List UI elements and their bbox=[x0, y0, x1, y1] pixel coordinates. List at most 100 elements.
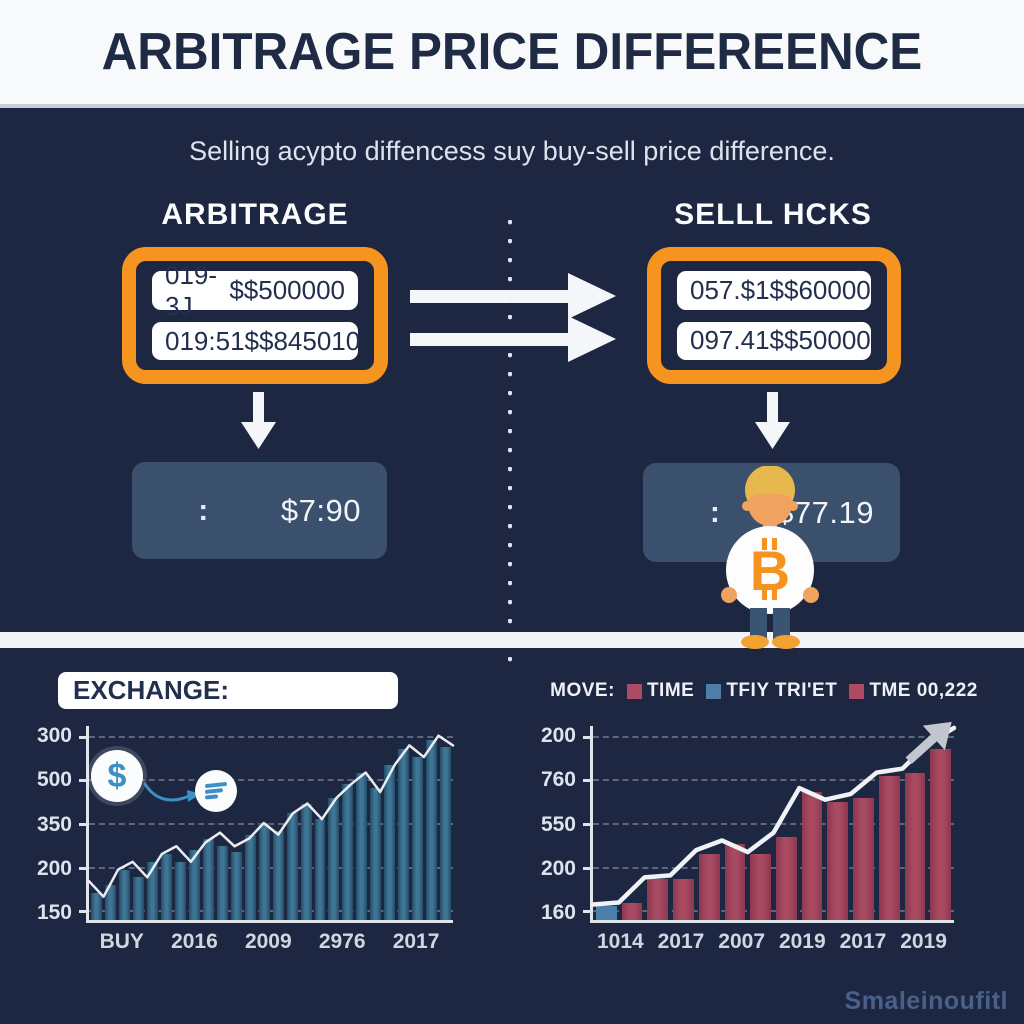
bar bbox=[188, 850, 200, 920]
bar bbox=[272, 830, 284, 920]
y-axis-labels: 300 500 350 200 150 bbox=[34, 723, 80, 925]
price-row: 019:51 $$845010 bbox=[152, 322, 361, 360]
subtitle: Selling acypto diffencess suy buy-sell p… bbox=[189, 136, 835, 166]
y-tick-label: 760 bbox=[540, 768, 576, 792]
bar bbox=[621, 902, 643, 920]
right-arrow-icon bbox=[410, 273, 616, 319]
plot-area bbox=[583, 721, 954, 923]
down-arrow-icon bbox=[755, 392, 790, 449]
bar bbox=[370, 788, 382, 920]
x-tick-label: 2017 bbox=[657, 930, 705, 953]
page-title: ARBITRAGE PRICE DIFFEREENCE bbox=[101, 23, 923, 81]
bar bbox=[384, 764, 396, 920]
right-column-heading: SELLL HCKS bbox=[674, 198, 872, 231]
bar bbox=[300, 803, 312, 920]
bar bbox=[216, 846, 228, 920]
result-colon: : bbox=[709, 495, 720, 529]
price-row-label: 019:51 bbox=[165, 325, 245, 356]
x-tick-label: BUY bbox=[99, 930, 144, 953]
x-tick-label: 2019 bbox=[900, 930, 947, 953]
bar bbox=[160, 854, 172, 920]
gridline bbox=[583, 823, 954, 826]
bitcoin-icon: B bbox=[750, 538, 790, 602]
price-row-value: $$845010 bbox=[244, 325, 361, 356]
legend-item: TME 00,222 bbox=[849, 680, 978, 702]
watermark: Smaleinoufitl bbox=[844, 987, 1008, 1015]
price-row-value: $$50000 bbox=[769, 325, 871, 356]
growth-arrow-icon bbox=[905, 721, 952, 765]
price-row-value: $$60000 bbox=[769, 274, 871, 305]
bar bbox=[174, 861, 186, 920]
x-tick-label: 2976 bbox=[318, 930, 366, 953]
bar bbox=[104, 885, 116, 920]
x-axis-labels: 1014 2017 2007 2019 2017 2019 bbox=[590, 930, 954, 954]
torso bbox=[726, 526, 814, 614]
bar bbox=[244, 834, 256, 920]
leg bbox=[773, 608, 790, 640]
bar bbox=[724, 844, 746, 920]
bar bbox=[342, 784, 354, 920]
bar bbox=[904, 772, 926, 920]
y-tick-label: 150 bbox=[36, 901, 72, 925]
bar bbox=[132, 877, 144, 920]
y-tick-label: 200 bbox=[36, 856, 72, 880]
x-tick-label: 2009 bbox=[244, 930, 292, 953]
bar bbox=[776, 836, 797, 920]
bar bbox=[146, 861, 158, 920]
right-price-box: 057.$1 $$60000 097.41 $$50000 bbox=[647, 247, 901, 384]
y-tick-label: 300 bbox=[36, 723, 72, 747]
x-tick-label: 2007 bbox=[718, 930, 765, 953]
leg bbox=[750, 608, 767, 640]
bar bbox=[930, 749, 952, 920]
bars bbox=[89, 726, 453, 920]
dotted-vertical-separator bbox=[508, 220, 512, 668]
legend-label: TME 00,222 bbox=[869, 680, 978, 701]
shoe bbox=[772, 635, 800, 649]
result-value: $7:90 bbox=[280, 492, 361, 528]
bar bbox=[440, 747, 452, 920]
price-row-label: 019-3J bbox=[165, 259, 218, 321]
dollar-coin-icon: $ bbox=[91, 750, 143, 802]
bar bbox=[91, 892, 102, 920]
gridline bbox=[79, 779, 453, 783]
bar bbox=[596, 906, 617, 920]
plot-area: $ bbox=[79, 726, 453, 923]
bar bbox=[202, 838, 214, 920]
bar bbox=[426, 739, 438, 920]
y-tick-label: 200 bbox=[540, 856, 576, 880]
bar bbox=[286, 813, 298, 920]
legend-item: TFIY TRI'ET bbox=[706, 680, 837, 702]
bar bbox=[878, 776, 900, 920]
legend-label: TFIY TRI'ET bbox=[726, 680, 838, 701]
bar bbox=[398, 749, 410, 920]
right-arrow-icon bbox=[410, 316, 616, 362]
left-price-box: 019-3J $$500000 019:51 $$845010 bbox=[122, 247, 388, 384]
price-row: 057.$1 $$60000 bbox=[677, 271, 871, 310]
legend-swatch bbox=[706, 683, 722, 699]
x-axis-labels: BUY 2016 2009 2976 2017 bbox=[86, 930, 453, 954]
bar bbox=[230, 852, 242, 920]
bar bbox=[258, 823, 270, 920]
result-colon: : bbox=[198, 493, 209, 527]
move-chart: MOVE: TIME TFIY TRI'ET TME 00,222 200 760 55… bbox=[538, 662, 990, 972]
price-row-label: 097.41 bbox=[690, 325, 770, 356]
trend-line bbox=[89, 726, 453, 920]
x-tick-label: 2016 bbox=[171, 930, 218, 953]
bar bbox=[801, 791, 823, 920]
legend-swatch bbox=[849, 683, 865, 699]
bar bbox=[314, 819, 326, 920]
bar bbox=[328, 797, 340, 920]
gridline bbox=[583, 866, 954, 870]
y-tick-label: 550 bbox=[540, 812, 576, 836]
legend-item: TIME bbox=[626, 680, 694, 702]
gridline bbox=[583, 910, 954, 914]
shoe bbox=[741, 635, 769, 649]
bar bbox=[698, 854, 720, 920]
legend-prefix: MOVE: bbox=[550, 680, 615, 701]
bar bbox=[750, 854, 772, 920]
gridline bbox=[79, 910, 453, 914]
y-tick-label: 500 bbox=[36, 768, 72, 792]
y-tick-label: 160 bbox=[540, 901, 576, 925]
chart-legend: MOVE: TIME TFIY TRI'ET TME 00,222 bbox=[538, 680, 990, 702]
trend-line bbox=[593, 726, 954, 920]
